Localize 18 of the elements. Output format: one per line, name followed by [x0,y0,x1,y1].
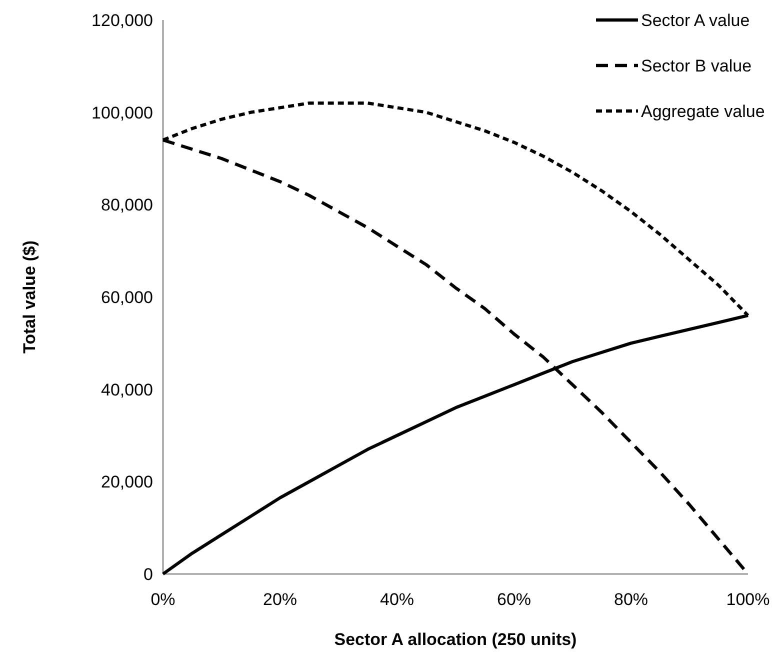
x-tick-label: 60% [496,590,532,609]
y-tick-label: 0 [144,564,153,584]
x-tick-label: 20% [262,590,298,609]
legend-label: Sector A value [641,10,750,30]
x-tick-label: 40% [380,590,414,609]
x-axis-title: Sector A allocation (250 units) [334,630,577,649]
y-axis-title: Total value ($) [20,240,39,354]
x-tick-label: 80% [614,590,648,609]
y-tick-label: 60,000 [101,288,153,307]
y-tick-label: 120,000 [92,10,153,30]
y-tick-label: 80,000 [101,196,153,215]
y-tick-label: 100,000 [92,103,153,122]
x-tick-label: 100% [726,590,770,609]
y-tick-label: 20,000 [101,472,153,492]
y-tick-label: 40,000 [101,380,153,400]
legend-label: Sector B value [641,56,752,76]
x-tick-label: 0% [150,590,176,609]
legend-label: Aggregate value [641,102,765,121]
